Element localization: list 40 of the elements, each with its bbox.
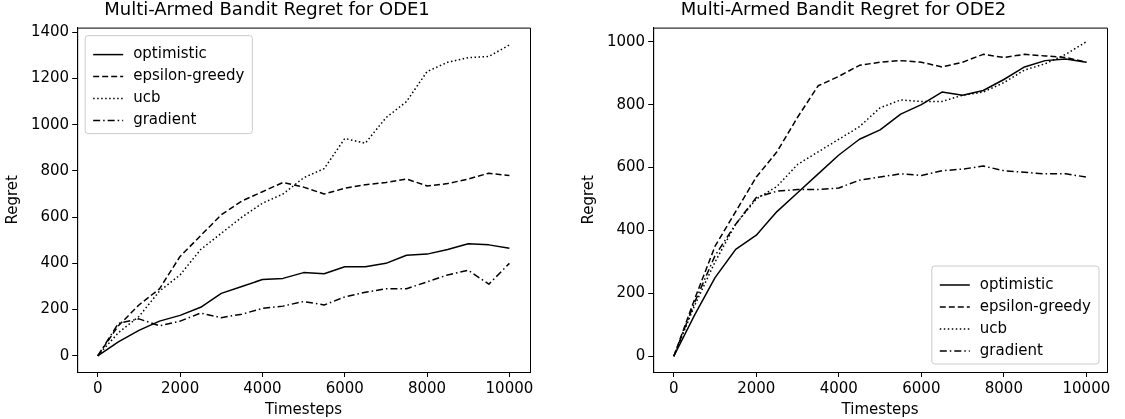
x-tick-label: 6000	[325, 378, 364, 397]
legend-label: optimistic	[133, 44, 207, 63]
x-tick-label: 6000	[902, 378, 941, 397]
x-tick-label: 10000	[1062, 378, 1111, 397]
chart-title: Multi-Armed Bandit Regret for ODE2	[680, 0, 1007, 20]
x-tick-label: 8000	[984, 378, 1023, 397]
y-tick-label: 1000	[30, 114, 70, 133]
x-tick-label: 0	[92, 378, 103, 397]
chart-title: Multi-Armed Bandit Regret for ODE1	[104, 0, 430, 20]
legend-label: ucb	[979, 318, 1008, 337]
y-tick-label: 600	[616, 157, 646, 176]
y-tick-label: 1000	[606, 31, 646, 50]
y-axis-title: Regret	[578, 174, 597, 225]
y-axis-title: Regret	[2, 174, 21, 225]
legend-label: epsilon-greedy	[133, 66, 245, 85]
y-tick-label: 1200	[30, 68, 70, 87]
legend-label: gradient	[133, 110, 197, 129]
x-tick-label: 4000	[243, 378, 282, 397]
x-tick-label: 2000	[737, 378, 776, 397]
legend-label: epsilon-greedy	[979, 296, 1092, 315]
legend-label: optimistic	[979, 274, 1054, 293]
x-tick-label: 10000	[485, 378, 534, 397]
x-tick-label: 2000	[161, 378, 200, 397]
x-axis-title: Timesteps	[840, 399, 919, 418]
y-tick-label: 800	[616, 94, 646, 113]
legend-label: gradient	[979, 340, 1044, 359]
legend-label: ucb	[133, 88, 161, 107]
y-tick-label: 1400	[30, 22, 70, 41]
x-tick-label: 4000	[819, 378, 858, 397]
x-axis-title: Timesteps	[264, 399, 343, 418]
x-tick-label: 0	[669, 378, 679, 397]
y-tick-label: 800	[40, 160, 70, 179]
y-tick-label: 200	[616, 283, 646, 302]
y-tick-label: 0	[59, 345, 70, 364]
y-tick-label: 400	[40, 253, 70, 272]
y-tick-label: 600	[40, 207, 70, 226]
y-tick-label: 0	[635, 346, 646, 365]
y-tick-label: 200	[40, 299, 70, 318]
x-tick-label: 8000	[407, 378, 447, 397]
y-tick-label: 400	[616, 220, 646, 239]
